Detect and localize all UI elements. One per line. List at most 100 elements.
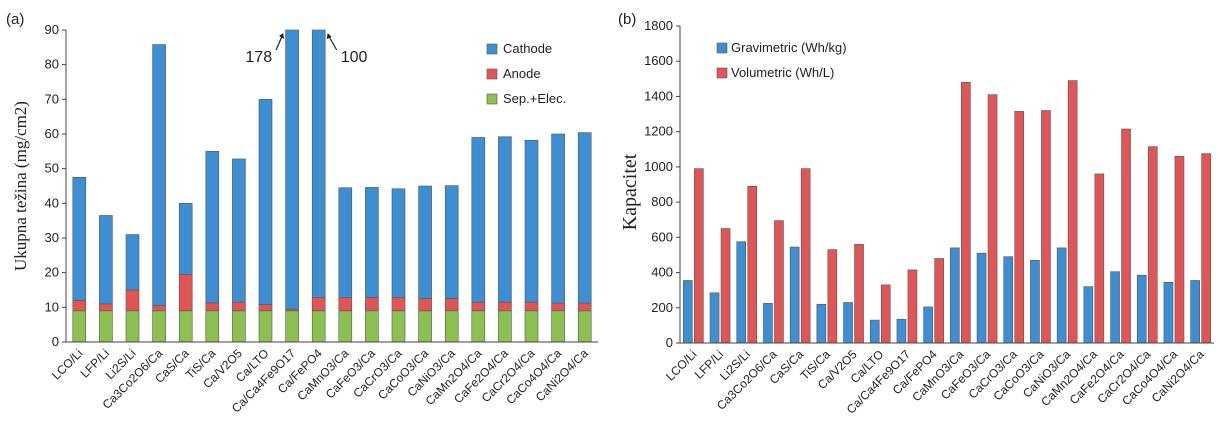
annotation-text: 178 [245,49,272,66]
bar-gravimetric-wh-kg-cacoo3-ca [1030,259,1040,344]
x-tick-label: LCO/Li [663,347,699,383]
bar-anode-ca3co2o6-ca [152,305,166,312]
y-axis-ticks-a: 0 10 20 30 40 50 60 70 80 90 [45,22,66,349]
y-tick-label: 50 [45,161,59,176]
y-tick-label: 800 [651,194,673,209]
bar-cathode-cacro3-ca [391,188,406,298]
bar-cathode-ca-v2o5 [232,158,246,303]
bar-volumetric-wh-l-cafe2o4-ca [1121,128,1131,344]
bar-sep-elec-cacro3-ca [391,310,406,343]
bar-volumetric-wh-l-caco4o4-ca [1174,156,1185,344]
bar-cathode-camn2o4-ca [471,137,486,303]
y-tick-label: 1600 [644,53,673,68]
bar-sep-elec-tis-ca [205,310,220,343]
bar-cathode-ca-fepo4 [311,29,326,298]
x-tick-label: LCO/Li [49,346,85,382]
bar-cathode-lfp-li [99,215,113,305]
chart-a: (a) Ukupna težina (mg/cm2) 0 10 20 30 40 50 60… [6,11,598,416]
legend-label-sep-elec: Sep.+Elec. [503,91,566,106]
bar-volumetric-wh-l-canio3-ca [1067,80,1078,344]
bar-volumetric-wh-l-ca3co2o6-ca [774,220,784,344]
bar-volumetric-wh-l-cacr2o4-ca [1147,146,1158,344]
legend-a: Cathode Anode Sep.+Elec. [486,41,566,106]
bar-volumetric-wh-l-cacro3-ca [1014,111,1025,344]
y-axis-ticks-b: 0 200 400 600 800 1000 1200 1400 1600 1800 [644,18,680,350]
bar-cathode-cacr2o4-ca [524,139,539,303]
bar-volumetric-wh-l-cas-ca [800,168,811,344]
annotation-arrow [275,35,283,51]
y-tick-label: 0 [52,334,59,349]
panel-b-label: (b) [618,11,636,28]
bar-sep-elec-canio3-ca [444,310,459,343]
legend-b: Gravimetric (Wh/kg) Volumetric (Wh/L) [716,40,847,80]
bar-sep-elec-cafe2o4-ca [498,310,512,343]
annotation-arrowhead [279,33,285,39]
bar-anode-ca-lto [258,304,273,312]
bar-gravimetric-wh-kg-cacr2o4-ca [1136,274,1147,344]
y-tick-label: 1000 [644,159,673,174]
bar-cathode-ca3co2o6-ca [152,44,166,306]
bar-volumetric-wh-l-tis-ca [827,249,838,344]
bar-gravimetric-wh-kg-camn2o4-ca [1083,286,1094,344]
bar-sep-elec-li2s-li [125,310,140,343]
bar-sep-elec-cas-ca [178,310,193,343]
bar-volumetric-wh-l-ca-v2o5 [854,244,864,344]
bar-gravimetric-wh-kg-caco4o4-ca [1163,281,1174,344]
chart-b: (b) Kapacitet 0 200 400 600 800 1000 1200 1400 1… [618,11,1214,417]
bar-gravimetric-wh-kg-cacro3-ca [1003,256,1014,344]
panel-a-ylabel: Ukupna težina (mg/cm2) [11,101,30,271]
legend-label-anode: Anode [503,66,541,81]
y-tick-label: 600 [651,229,673,244]
bar-sep-elec-ca-v2o5 [232,310,246,343]
bar-sep-elec-lco-li [72,310,87,343]
y-tick-label: 0 [666,335,673,350]
legend-label-volumetric-wh-l: Volumetric (Wh/L) [731,65,834,80]
bar-volumetric-wh-l-cani2o4-ca [1201,153,1211,344]
bar-volumetric-wh-l-lfp-li [720,228,731,344]
panel-a-label: (a) [6,11,24,28]
y-tick-label: 1400 [644,88,673,103]
bar-gravimetric-wh-kg-cafe2o4-ca [1110,271,1120,344]
y-tick-label: 1800 [644,18,673,33]
legend-swatch-gravimetric-wh-kg [716,42,728,54]
bar-anode-cas-ca [178,274,193,312]
bar-anode-cafeo3-ca [365,297,379,312]
bar-volumetric-wh-l-camn2o4-ca [1094,173,1105,344]
bar-cathode-lco-li [72,177,87,301]
legend-swatch-anode [486,68,498,80]
bar-volumetric-wh-l-cacoo3-ca [1041,110,1051,344]
bar-cathode-cas-ca [178,203,193,275]
bar-volumetric-wh-l-cafeo3-ca [987,94,998,344]
bar-cathode-tis-ca [205,151,220,304]
legend-label-gravimetric-wh-kg: Gravimetric (Wh/kg) [731,40,847,55]
y-tick-label: 80 [45,57,59,72]
bar-sep-elec-lfp-li [99,310,113,343]
bar-gravimetric-wh-kg-camno3-ca [950,247,960,344]
bar-anode-cacro3-ca [391,297,406,312]
bar-cathode-canio3-ca [444,185,459,299]
bar-cathode-cafe2o4-ca [498,136,512,303]
bar-sep-elec-cacoo3-ca [418,310,432,343]
legend-label-cathode: Cathode [503,41,552,56]
bar-cathode-camno3-ca [338,187,353,298]
bar-gravimetric-wh-kg-canio3-ca [1056,247,1067,344]
bar-volumetric-wh-l-ca-fepo4 [934,258,944,344]
bar-anode-lco-li [72,300,87,312]
bar-sep-elec-cacr2o4-ca [524,310,539,343]
bar-anode-ca-fepo4 [311,297,326,312]
bar-anode-camn2o4-ca [471,301,486,312]
bar-cathode-cani2o4-ca [577,132,592,304]
legend-swatch-volumetric-wh-l [716,67,728,79]
bar-volumetric-wh-l-li2s-li [747,185,758,344]
bar-anode-li2s-li [125,289,140,312]
y-tick-label: 40 [45,195,59,210]
bar-gravimetric-wh-kg-li2s-li [736,241,747,344]
bar-sep-elec-ca3co2o6-ca [152,310,166,343]
annotations-a: 178 100 [245,33,367,66]
bar-sep-elec-ca-fepo4 [311,310,326,343]
y-tick-label: 200 [651,300,673,315]
bar-anode-caco4o4-ca [551,302,565,312]
bar-anode-cacoo3-ca [418,298,432,312]
legend-swatch-cathode [486,43,498,55]
